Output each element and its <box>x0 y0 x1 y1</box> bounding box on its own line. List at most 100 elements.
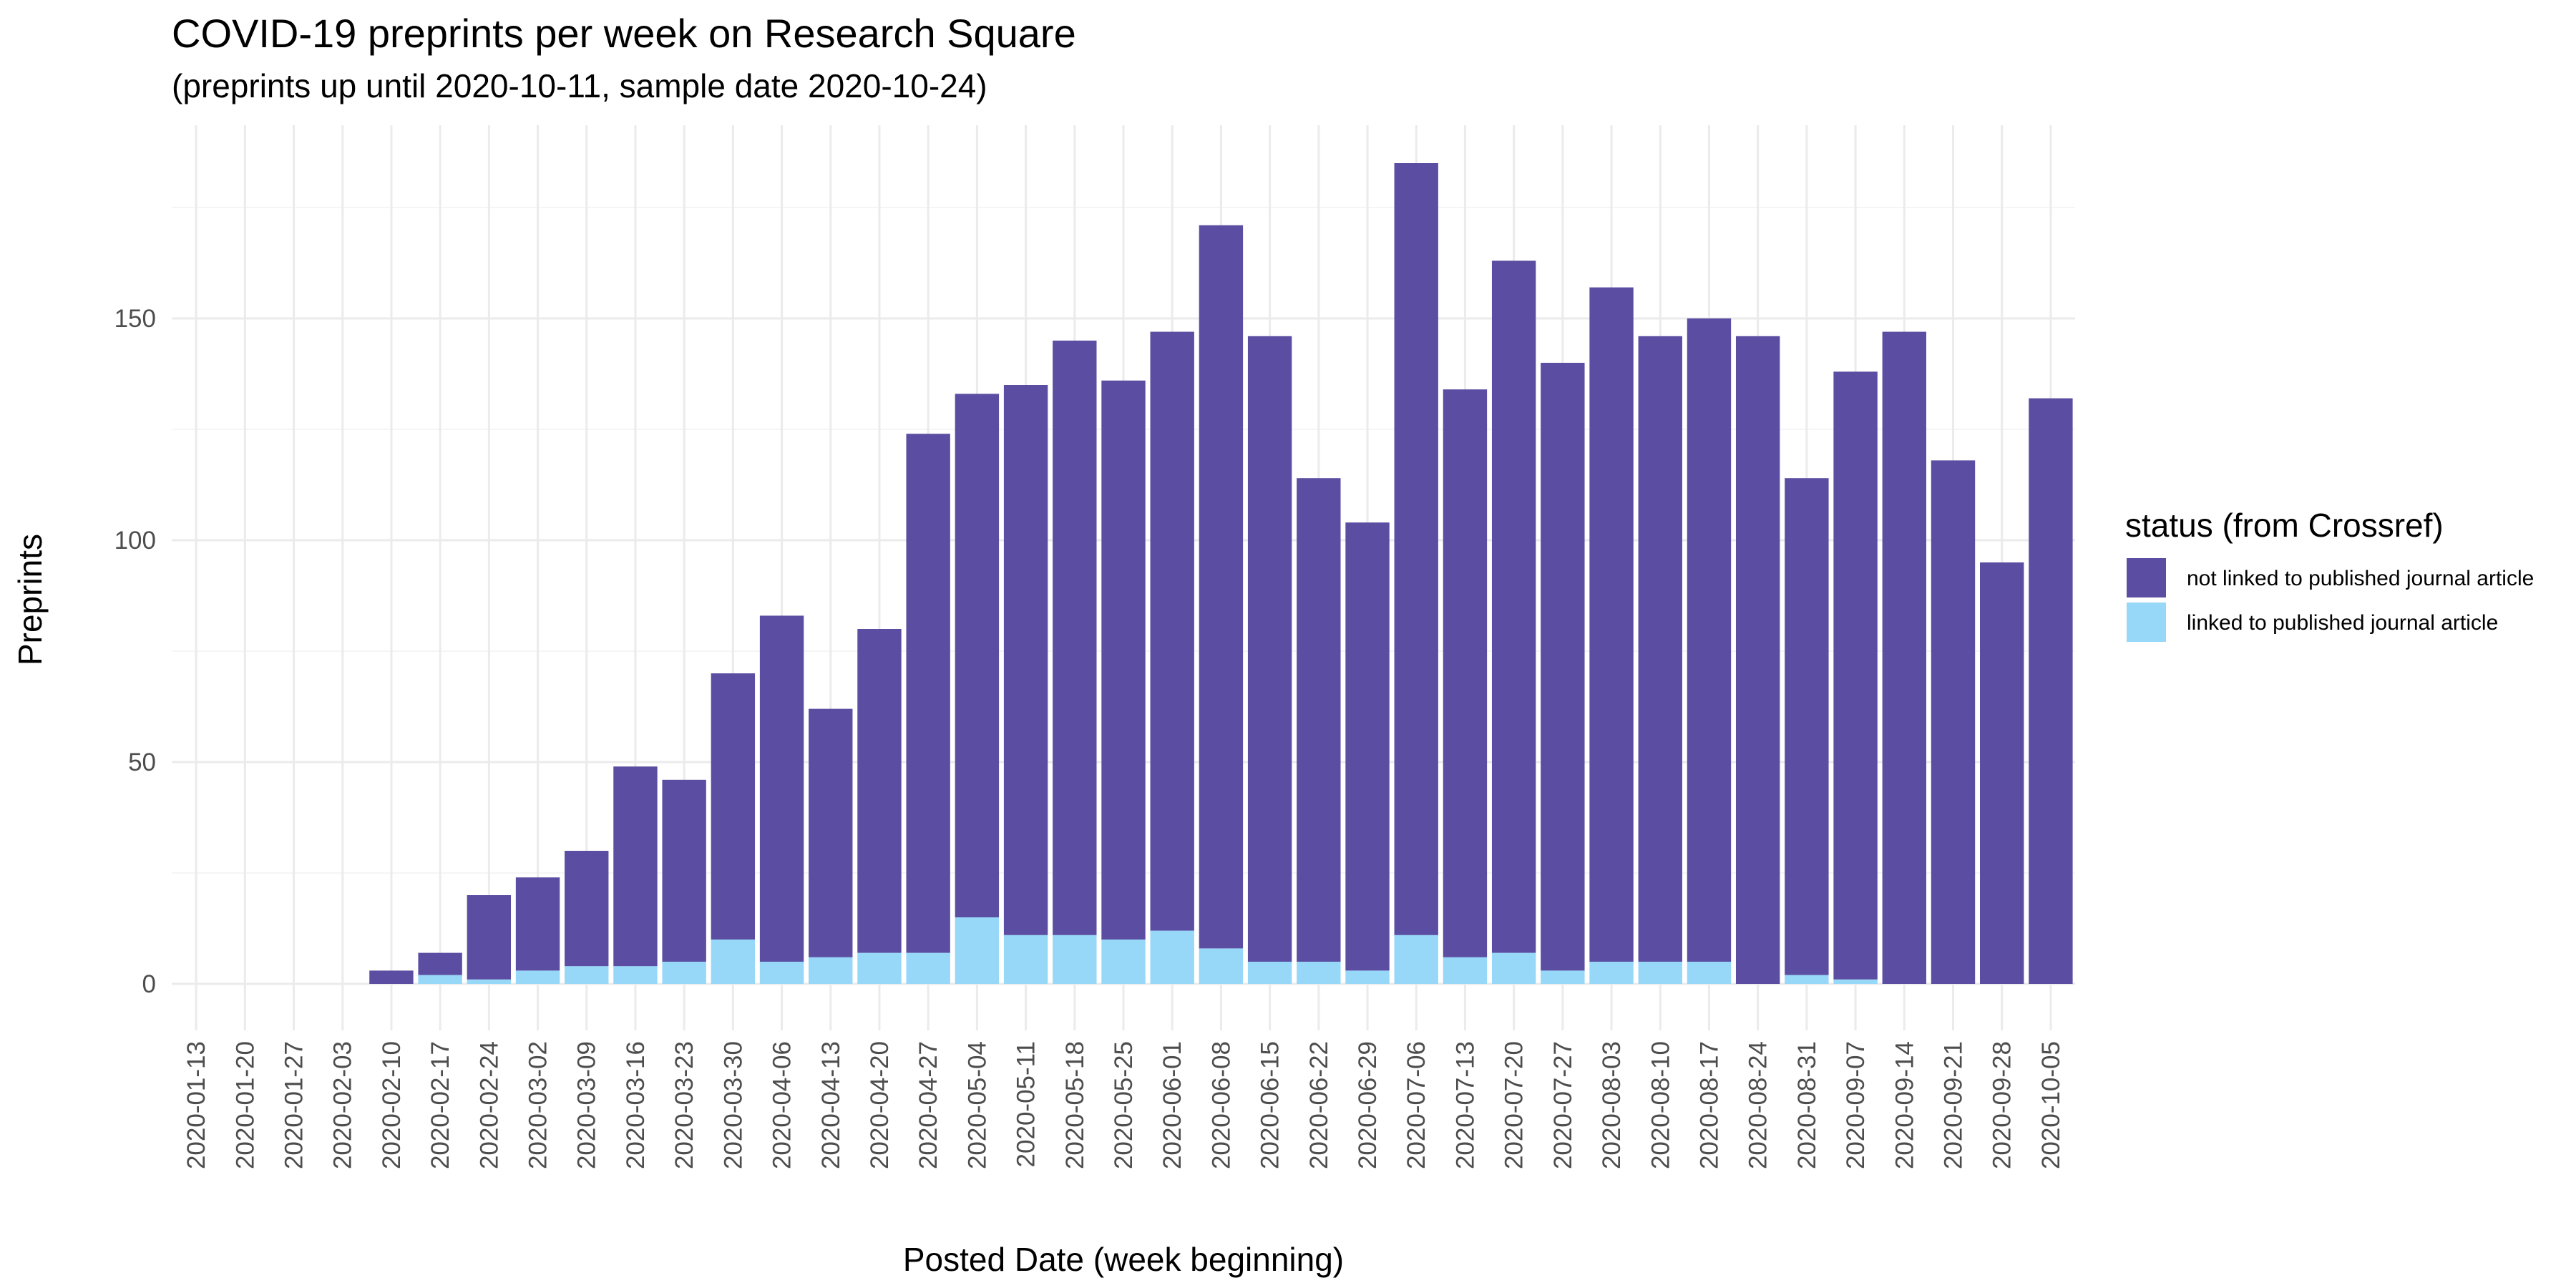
bars <box>369 163 2073 985</box>
x-tick-label: 2020-01-20 <box>231 1041 259 1169</box>
x-tick-label: 2020-03-30 <box>719 1041 747 1169</box>
bar-not-linked-2020-06-22 <box>1297 478 1341 962</box>
x-axis-label: Posted Date (week beginning) <box>903 1241 1344 1278</box>
x-tick-label: 2020-09-14 <box>1890 1041 1918 1169</box>
legend-title: status (from Crossref) <box>2125 507 2444 544</box>
bar-not-linked-2020-07-13 <box>1443 389 1488 957</box>
y-tick-label: 0 <box>142 970 156 998</box>
bar-linked-2020-07-06 <box>1394 935 1438 984</box>
legend-label-linked: linked to published journal article <box>2187 611 2498 635</box>
bar-linked-2020-02-24 <box>467 979 512 984</box>
bar-linked-2020-03-30 <box>711 940 756 984</box>
bar-linked-2020-07-27 <box>1541 970 1585 984</box>
bar-not-linked-2020-08-10 <box>1638 336 1682 962</box>
x-tick-label: 2020-06-08 <box>1207 1041 1235 1169</box>
x-tick-label: 2020-05-04 <box>963 1041 991 1169</box>
bar-linked-2020-09-07 <box>1833 979 1878 984</box>
bar-linked-2020-03-16 <box>613 966 658 984</box>
bar-not-linked-2020-08-31 <box>1785 478 1829 975</box>
bar-linked-2020-07-13 <box>1443 957 1488 984</box>
x-tick-label: 2020-09-28 <box>1989 1041 2016 1169</box>
x-tick-label: 2020-01-27 <box>280 1041 308 1169</box>
bar-not-linked-2020-09-21 <box>1931 460 1976 984</box>
bar-linked-2020-05-04 <box>955 917 1000 984</box>
bar-linked-2020-04-06 <box>759 962 804 984</box>
bar-linked-2020-07-20 <box>1491 952 1536 984</box>
x-tick-label: 2020-02-10 <box>378 1041 406 1169</box>
chart-subtitle: (preprints up until 2020-10-11, sample d… <box>172 67 987 104</box>
bar-not-linked-2020-06-08 <box>1199 225 1244 949</box>
bar-not-linked-2020-08-03 <box>1589 287 1634 962</box>
x-tick-label: 2020-07-06 <box>1402 1041 1430 1169</box>
bar-not-linked-2020-05-18 <box>1053 341 1097 935</box>
legend-label-not-linked: not linked to published journal article <box>2187 567 2534 590</box>
bar-linked-2020-03-02 <box>515 970 560 984</box>
bar-linked-2020-08-17 <box>1687 962 1732 984</box>
bar-not-linked-2020-06-29 <box>1345 522 1390 971</box>
bar-linked-2020-05-11 <box>1003 935 1048 984</box>
x-tick-label: 2020-06-15 <box>1257 1041 1284 1169</box>
x-tick-label: 2020-08-10 <box>1646 1041 1674 1169</box>
bar-linked-2020-08-03 <box>1589 962 1634 984</box>
bar-not-linked-2020-04-06 <box>759 615 804 962</box>
x-tick-label: 2020-04-06 <box>769 1041 796 1169</box>
bar-linked-2020-04-20 <box>857 952 902 984</box>
bar-not-linked-2020-05-25 <box>1101 380 1146 940</box>
bar-linked-2020-03-23 <box>662 962 706 984</box>
bar-not-linked-2020-03-02 <box>515 877 560 971</box>
bar-not-linked-2020-04-20 <box>857 629 902 953</box>
x-tick-label: 2020-08-31 <box>1793 1041 1821 1169</box>
bar-linked-2020-05-18 <box>1053 935 1097 984</box>
x-tick-label: 2020-09-07 <box>1842 1041 1870 1169</box>
bar-linked-2020-04-27 <box>906 952 950 984</box>
bar-not-linked-2020-02-24 <box>467 895 512 980</box>
bar-not-linked-2020-06-01 <box>1150 331 1194 931</box>
bar-linked-2020-06-29 <box>1345 970 1390 984</box>
x-tick-label: 2020-09-21 <box>1939 1041 1967 1169</box>
x-tick-label: 2020-03-09 <box>573 1041 601 1169</box>
legend-swatch-not-linked <box>2127 558 2166 597</box>
x-tick-label: 2020-07-27 <box>1549 1041 1577 1169</box>
bar-not-linked-2020-07-27 <box>1541 363 1585 971</box>
bar-linked-2020-02-17 <box>418 975 462 984</box>
bar-not-linked-2020-03-23 <box>662 779 706 962</box>
bar-not-linked-2020-05-11 <box>1003 385 1048 935</box>
bar-not-linked-2020-07-20 <box>1491 260 1536 953</box>
x-tick-label: 2020-04-13 <box>817 1041 845 1169</box>
x-axis-ticks: 2020-01-13 2020-01-20 2020-01-27 2020-02-03… <box>182 1041 2065 1169</box>
bar-not-linked-2020-03-30 <box>711 673 756 940</box>
x-tick-label: 2020-06-29 <box>1354 1041 1382 1169</box>
bar-not-linked-2020-04-27 <box>906 434 950 953</box>
x-tick-label: 2020-07-13 <box>1451 1041 1479 1169</box>
bar-not-linked-2020-08-17 <box>1687 318 1732 962</box>
x-tick-label: 2020-05-18 <box>1061 1041 1089 1169</box>
bar-not-linked-2020-10-05 <box>2029 398 2073 984</box>
x-tick-label: 2020-03-02 <box>525 1041 552 1169</box>
bar-linked-2020-03-09 <box>565 966 609 984</box>
bar-linked-2020-08-31 <box>1785 975 1829 984</box>
x-tick-label: 2020-03-16 <box>622 1041 650 1169</box>
x-tick-label: 2020-01-13 <box>182 1041 210 1169</box>
x-tick-label: 2020-02-24 <box>475 1041 503 1169</box>
x-tick-label: 2020-02-17 <box>426 1041 454 1169</box>
bar-not-linked-2020-09-14 <box>1882 331 1926 985</box>
x-tick-label: 2020-05-11 <box>1013 1041 1040 1167</box>
bar-linked-2020-04-13 <box>809 957 853 984</box>
y-axis-label: Preprints <box>11 534 49 665</box>
x-tick-label: 2020-06-01 <box>1158 1041 1186 1169</box>
x-tick-label: 2020-04-27 <box>914 1041 942 1169</box>
legend: status (from Crossref) not linked to pub… <box>2125 507 2534 642</box>
bar-not-linked-2020-02-10 <box>369 970 414 984</box>
x-tick-label: 2020-10-05 <box>2037 1041 2065 1169</box>
x-tick-label: 2020-07-20 <box>1501 1041 1528 1169</box>
y-tick-label: 50 <box>128 748 156 776</box>
bar-not-linked-2020-02-17 <box>418 952 462 975</box>
bar-linked-2020-06-15 <box>1247 962 1292 984</box>
y-tick-label: 100 <box>114 527 156 555</box>
bar-not-linked-2020-05-04 <box>955 394 1000 917</box>
x-tick-label: 2020-08-24 <box>1745 1041 1772 1169</box>
legend-swatch-linked <box>2127 602 2166 642</box>
bar-not-linked-2020-03-16 <box>613 766 658 967</box>
x-tick-label: 2020-04-20 <box>866 1041 894 1169</box>
